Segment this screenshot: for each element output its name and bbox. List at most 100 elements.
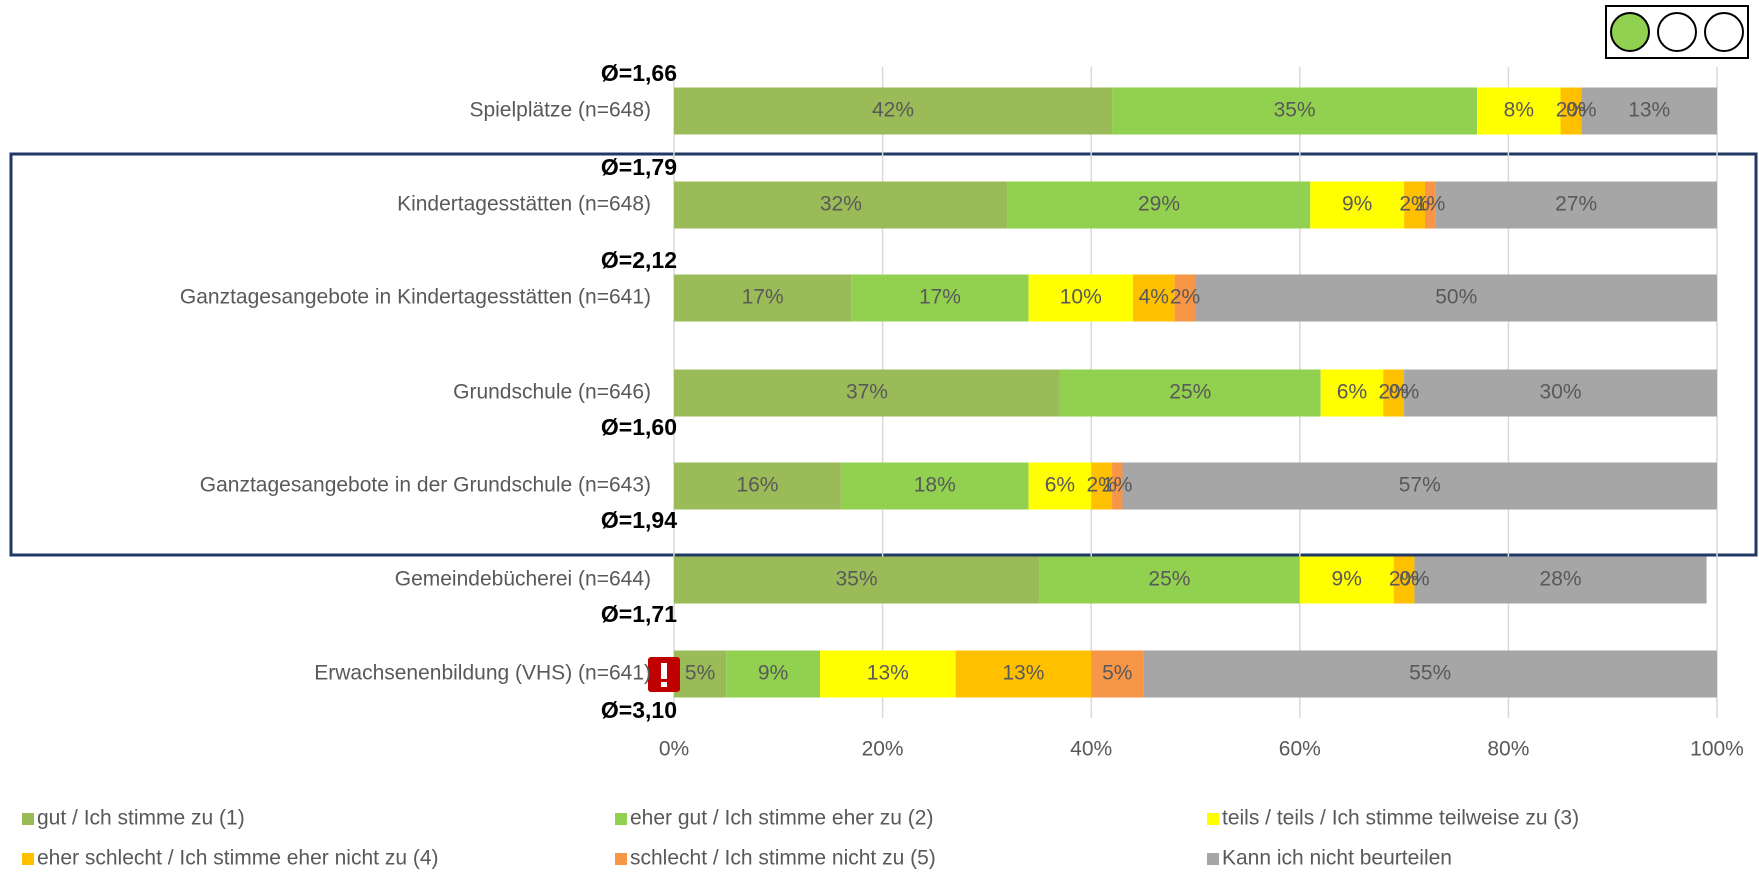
data-label: 18% — [914, 474, 956, 497]
data-label: 8% — [1504, 99, 1534, 122]
bar-segment — [674, 650, 727, 698]
bar-segment — [1028, 274, 1133, 322]
bar-segment — [1143, 650, 1717, 698]
legend-label: Kann ich nicht beurteilen — [1222, 847, 1452, 870]
data-label: 55% — [1409, 662, 1451, 685]
average-label: Ø=1,94 — [601, 507, 677, 533]
data-label: 13% — [867, 662, 909, 685]
bar-segment — [1560, 87, 1582, 135]
data-label: 42% — [872, 99, 914, 122]
bar-segment — [1414, 556, 1707, 604]
bar-segment — [1174, 274, 1196, 322]
bar-segment — [820, 650, 956, 698]
data-label: 9% — [758, 662, 788, 685]
bar-segment — [1195, 274, 1717, 322]
data-label: 16% — [736, 474, 778, 497]
bar-segment — [1091, 650, 1144, 698]
bar-segment — [674, 87, 1113, 135]
data-label: 17% — [742, 286, 784, 309]
legend-label: eher schlecht / Ich stimme eher nicht zu… — [37, 847, 439, 870]
legend-label: schlecht / Ich stimme nicht zu (5) — [630, 847, 936, 870]
bar-segment — [1310, 181, 1405, 229]
bar-segment — [1132, 274, 1175, 322]
average-label: Ø=3,10 — [601, 697, 677, 723]
highlight-frame — [9, 152, 1758, 557]
bar-segment — [1299, 556, 1394, 604]
data-label: 37% — [846, 381, 888, 404]
data-label: 9% — [1332, 568, 1362, 591]
data-label: 25% — [1169, 381, 1211, 404]
bar-segment — [1424, 181, 1436, 229]
data-label: 27% — [1555, 193, 1597, 216]
legend-label: gut / Ich stimme zu (1) — [37, 807, 245, 830]
legend-swatch — [615, 813, 627, 825]
data-label: 50% — [1435, 286, 1477, 309]
bar-segment — [955, 650, 1092, 698]
average-label: Ø=1,60 — [601, 414, 677, 440]
bar-segment — [1383, 369, 1405, 417]
category-label: Ganztagesangebote in Kindertagesstätten … — [180, 286, 651, 309]
bar-segment — [1122, 462, 1717, 510]
x-tick-label: 0% — [659, 738, 689, 761]
data-label: 2% — [1389, 568, 1419, 591]
legend-swatch — [1207, 813, 1219, 825]
bar-segment — [1477, 87, 1561, 135]
bar-segment — [1112, 87, 1478, 135]
category-label: Grundschule (n=646) — [453, 381, 651, 404]
bar-segment — [1039, 556, 1300, 604]
warning-icon — [648, 657, 680, 692]
legend-swatch — [22, 813, 34, 825]
data-label: 13% — [1002, 662, 1044, 685]
x-tick-label: 100% — [1690, 738, 1744, 761]
data-label: 6% — [1045, 474, 1075, 497]
category-label: Spielplätze (n=648) — [469, 99, 651, 122]
data-label: 57% — [1399, 474, 1441, 497]
data-label: 0% — [1399, 568, 1429, 591]
data-label: 10% — [1060, 286, 1102, 309]
bar-segment — [1091, 462, 1113, 510]
x-tick-label: 40% — [1070, 738, 1112, 761]
bar-segment — [1581, 87, 1717, 135]
bar-segment — [674, 462, 841, 510]
bar-segment — [1028, 462, 1092, 510]
data-label: 35% — [836, 568, 878, 591]
average-label: Ø=1,66 — [601, 60, 677, 86]
data-label: 1% — [1415, 193, 1445, 216]
legend-swatch — [615, 853, 627, 865]
category-label: Gemeindebücherei (n=644) — [395, 568, 651, 591]
data-label: 9% — [1342, 193, 1372, 216]
bar-segment — [840, 462, 1029, 510]
bar-segment — [1112, 462, 1123, 510]
average-label: Ø=1,79 — [601, 154, 677, 180]
data-label: 5% — [1102, 662, 1132, 685]
legend-label: teils / teils / Ich stimme teilweise zu … — [1222, 807, 1579, 830]
x-tick-label: 60% — [1279, 738, 1321, 761]
bar-segment — [1320, 369, 1384, 417]
data-label: 0% — [1389, 381, 1419, 404]
data-label: 32% — [820, 193, 862, 216]
data-label: 6% — [1337, 381, 1367, 404]
x-tick-label: 80% — [1487, 738, 1529, 761]
average-label: Ø=1,71 — [601, 601, 677, 627]
traffic-light — [1605, 5, 1749, 59]
data-label: 13% — [1628, 99, 1670, 122]
category-label: Ganztagesangebote in der Grundschule (n=… — [200, 474, 651, 497]
data-label: 17% — [919, 286, 961, 309]
data-label: 29% — [1138, 193, 1180, 216]
bar-segment — [1007, 181, 1311, 229]
data-label: 2% — [1378, 381, 1408, 404]
bar-segment — [674, 369, 1060, 417]
bar-segment — [851, 274, 1029, 322]
bar-segment — [674, 181, 1008, 229]
data-label: 2% — [1086, 474, 1116, 497]
data-label: 5% — [685, 662, 715, 685]
legend-swatch — [1207, 853, 1219, 865]
category-label: Kindertagesstätten (n=648) — [397, 193, 651, 216]
data-label: 28% — [1540, 568, 1582, 591]
data-label: 35% — [1274, 99, 1316, 122]
data-label: 2% — [1399, 193, 1429, 216]
data-label: 25% — [1148, 568, 1190, 591]
average-label: Ø=2,12 — [601, 247, 677, 273]
bar-segment — [1404, 181, 1425, 229]
bar-segment — [1404, 369, 1717, 417]
